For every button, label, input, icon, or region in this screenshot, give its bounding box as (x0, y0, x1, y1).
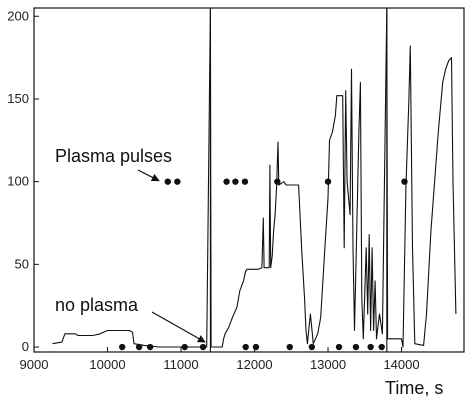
no-plasma-dot (135, 343, 143, 351)
no-plasma-dot (252, 343, 260, 351)
y-axis: 0 50 100 150 200 (7, 8, 39, 354)
pulse-dot (274, 178, 281, 185)
no-plasma-dot (378, 343, 385, 351)
annotation-arrow (151, 311, 206, 343)
no-plasma-dot (352, 343, 360, 351)
no-plasma-dot (286, 343, 293, 351)
pulse-dot (241, 178, 249, 185)
no-plasma-dot (199, 343, 207, 351)
no-plasma-dot (119, 343, 126, 351)
y-tick-label: 0 (22, 339, 29, 354)
annotations: Plasma pulses no plasma (55, 146, 206, 343)
no-plasma-dot (242, 343, 249, 351)
annotation-no-plasma: no plasma (55, 295, 139, 315)
no-plasma-dot (308, 343, 316, 351)
x-tick-label: 10000 (89, 357, 125, 372)
pulse-dot (401, 178, 408, 185)
pulse-dots (119, 178, 408, 351)
pulse-dot (174, 178, 181, 185)
pulse-dot (232, 178, 239, 185)
y-tick-label: 200 (7, 8, 29, 23)
y-tick-label: 150 (7, 91, 29, 106)
x-tick-label: 14000 (383, 357, 419, 372)
no-plasma-dot (335, 343, 343, 351)
x-tick-label: 11000 (163, 357, 198, 372)
pulse-dot (223, 178, 230, 185)
annotation-arrow (137, 169, 160, 182)
no-plasma-dot (146, 343, 154, 351)
annotation-plasma-pulses: Plasma pulses (55, 146, 172, 166)
y-tick-label: 50 (15, 256, 29, 271)
series-group (52, 7, 457, 348)
x-axis-title: Time, s (385, 378, 443, 398)
y-tick-label: 100 (7, 174, 29, 189)
pulse-dot (164, 178, 171, 185)
x-tick-label: 9000 (20, 357, 49, 372)
x-tick-label: 12000 (236, 357, 272, 372)
pulse-dot (324, 178, 332, 185)
x-tick-label: 13000 (310, 357, 346, 372)
series-line (52, 7, 457, 348)
plot-area (33, 7, 465, 353)
no-plasma-dot (367, 343, 374, 351)
x-axis: 9000 10000 11000 12000 13000 14000 (20, 347, 420, 372)
no-plasma-dot (181, 343, 188, 351)
